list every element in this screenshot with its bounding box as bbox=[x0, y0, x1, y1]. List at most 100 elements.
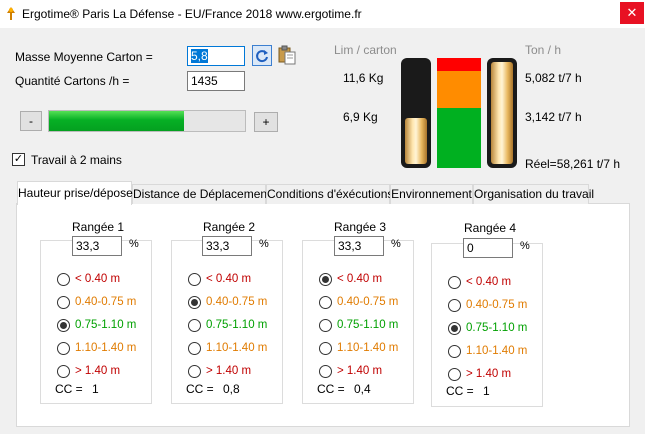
rangee-3-percent-value: 33,3 bbox=[338, 239, 362, 253]
rangee-3-option-lt-040: < 0.40 m bbox=[337, 273, 383, 285]
refresh-button[interactable] bbox=[252, 45, 272, 66]
reel-value: Réel=58,261 t/7 h bbox=[525, 157, 621, 171]
rangee-4-cc-value: 1 bbox=[483, 384, 490, 398]
tab-hauteur[interactable]: Hauteur prise/dépose bbox=[17, 181, 133, 205]
quantite-label: Quantité Cartons /h = bbox=[15, 74, 130, 88]
rangee-1-option-lt-040: < 0.40 m bbox=[75, 273, 121, 285]
rangee-3-radio-040-075[interactable] bbox=[319, 296, 332, 309]
ton-header: Ton / h bbox=[525, 43, 562, 57]
rangee-2-option-gt-140: > 1.40 m bbox=[206, 365, 252, 377]
rangee-4-percent-sign: % bbox=[520, 240, 530, 252]
paste-button[interactable] bbox=[276, 44, 298, 66]
rangee-3-radio-lt-040[interactable] bbox=[319, 273, 332, 286]
rangee-2-radio-110-140[interactable] bbox=[188, 342, 201, 355]
rangee-4-radio-lt-040[interactable] bbox=[448, 276, 461, 289]
ton-low-value: 3,142 t/7 h bbox=[525, 110, 582, 124]
lim-low-value: 6,9 Kg bbox=[343, 110, 378, 124]
rangee-2-option-075-110: 0.75-1.10 m bbox=[206, 319, 268, 331]
travail-checkbox[interactable]: ✓ bbox=[12, 153, 25, 166]
masse-label: Masse Moyenne Carton = bbox=[15, 50, 153, 64]
lim-header: Lim / carton bbox=[334, 43, 397, 57]
minus-button[interactable]: - bbox=[20, 111, 42, 131]
close-button[interactable]: ✕ bbox=[620, 2, 644, 24]
quantite-value: 1435 bbox=[191, 74, 218, 88]
rangee-4-percent-value: 0 bbox=[467, 241, 474, 255]
rangee-1-radio-110-140[interactable] bbox=[57, 342, 70, 355]
risk-red-zone bbox=[437, 58, 481, 71]
paste-icon bbox=[278, 45, 296, 65]
masse-input[interactable]: 5,8 bbox=[187, 46, 245, 66]
rangee-2-radio-gt-140[interactable] bbox=[188, 365, 201, 378]
ton-gauge-fill bbox=[491, 62, 513, 164]
rangee-2-percent-value: 33,3 bbox=[206, 239, 230, 253]
tab-environnement[interactable]: Environnement bbox=[390, 184, 473, 204]
cadence-progress bbox=[48, 110, 246, 132]
rangee-1-option-gt-140: > 1.40 m bbox=[75, 365, 121, 377]
tab-conditions[interactable]: Conditions d'éxécutions bbox=[266, 184, 393, 204]
rangee-3-title: Rangée 3 bbox=[330, 220, 391, 234]
ergotime-app-icon bbox=[7, 7, 15, 20]
rangee-4-percent-input[interactable]: 0 bbox=[463, 238, 513, 258]
rangee-2-option-040-075: 0.40-0.75 m bbox=[206, 296, 268, 308]
rangee-3-option-040-075: 0.40-0.75 m bbox=[337, 296, 399, 308]
rangee-3-radio-075-110[interactable] bbox=[319, 319, 332, 332]
tab-distance[interactable]: Distance de Déplacement bbox=[132, 184, 270, 204]
rangee-4-radio-110-140[interactable] bbox=[448, 345, 461, 358]
rangee-1-cc-label: CC = bbox=[55, 382, 83, 396]
rangee-2-option-lt-040: < 0.40 m bbox=[206, 273, 252, 285]
rangee-4-option-075-110: 0.75-1.10 m bbox=[466, 322, 528, 334]
window-title: Ergotime® Paris La Défense - EU/France 2… bbox=[22, 7, 362, 21]
rangee-2-title: Rangée 2 bbox=[199, 220, 260, 234]
rangee-1-radio-lt-040[interactable] bbox=[57, 273, 70, 286]
rangee-1-radio-gt-140[interactable] bbox=[57, 365, 70, 378]
rangee-3-cc-label: CC = bbox=[317, 382, 345, 396]
rangee-3-percent-sign: % bbox=[391, 238, 401, 250]
rangee-3-radio-110-140[interactable] bbox=[319, 342, 332, 355]
rangee-4-radio-gt-140[interactable] bbox=[448, 368, 461, 381]
risk-orange-zone bbox=[437, 71, 481, 108]
rangee-2-cc-label: CC = bbox=[186, 382, 214, 396]
lim-high-value: 11,6 Kg bbox=[343, 71, 384, 85]
rangee-2-option-110-140: 1.10-1.40 m bbox=[206, 342, 268, 354]
rangee-4-option-lt-040: < 0.40 m bbox=[466, 276, 512, 288]
rangee-2-radio-040-075[interactable] bbox=[188, 296, 201, 309]
rangee-1-option-110-140: 1.10-1.40 m bbox=[75, 342, 137, 354]
rangee-4-title: Rangée 4 bbox=[460, 221, 521, 235]
plus-button[interactable]: + bbox=[254, 112, 278, 132]
quantite-input[interactable]: 1435 bbox=[187, 71, 245, 91]
rangee-1-option-075-110: 0.75-1.10 m bbox=[75, 319, 137, 331]
rangee-4-option-gt-140: > 1.40 m bbox=[466, 368, 512, 380]
rangee-2-radio-075-110[interactable] bbox=[188, 319, 201, 332]
rangee-1-radio-075-110[interactable] bbox=[57, 319, 70, 332]
refresh-icon bbox=[256, 50, 268, 63]
rangee-1-percent-sign: % bbox=[129, 238, 139, 250]
rangee-3-option-110-140: 1.10-1.40 m bbox=[337, 342, 399, 354]
rangee-3-radio-gt-140[interactable] bbox=[319, 365, 332, 378]
rangee-3-option-075-110: 0.75-1.10 m bbox=[337, 319, 399, 331]
tab-organisation[interactable]: Organisation du travail bbox=[473, 184, 594, 204]
rangee-3-percent-input[interactable]: 33,3 bbox=[334, 236, 384, 256]
masse-value: 5,8 bbox=[191, 49, 208, 63]
rangee-1-radio-040-075[interactable] bbox=[57, 296, 70, 309]
rangee-1-percent-value: 33,3 bbox=[76, 239, 100, 253]
rangee-4-radio-075-110[interactable] bbox=[448, 322, 461, 335]
rangee-2-cc-value: 0,8 bbox=[223, 382, 240, 396]
rangee-2-percent-sign: % bbox=[259, 238, 269, 250]
lim-gauge bbox=[401, 58, 431, 168]
rangee-2-percent-input[interactable]: 33,3 bbox=[202, 236, 252, 256]
close-icon: ✕ bbox=[626, 5, 638, 20]
rangee-1-cc-value: 1 bbox=[92, 382, 99, 396]
cadence-progress-fill bbox=[49, 111, 185, 131]
rangee-3-option-gt-140: > 1.40 m bbox=[337, 365, 383, 377]
rangee-4-option-110-140: 1.10-1.40 m bbox=[466, 345, 528, 357]
check-icon: ✓ bbox=[13, 153, 24, 165]
rangee-4-option-040-075: 0.40-0.75 m bbox=[466, 299, 528, 311]
risk-green-zone bbox=[437, 108, 481, 168]
rangee-2-radio-lt-040[interactable] bbox=[188, 273, 201, 286]
rangee-4-radio-040-075[interactable] bbox=[448, 299, 461, 312]
title-bar bbox=[0, 0, 645, 28]
travail-label: Travail à 2 mains bbox=[31, 153, 122, 167]
rangee-3-cc-value: 0,4 bbox=[354, 382, 371, 396]
rangee-1-percent-input[interactable]: 33,3 bbox=[72, 236, 122, 256]
rangee-4-cc-label: CC = bbox=[446, 384, 474, 398]
